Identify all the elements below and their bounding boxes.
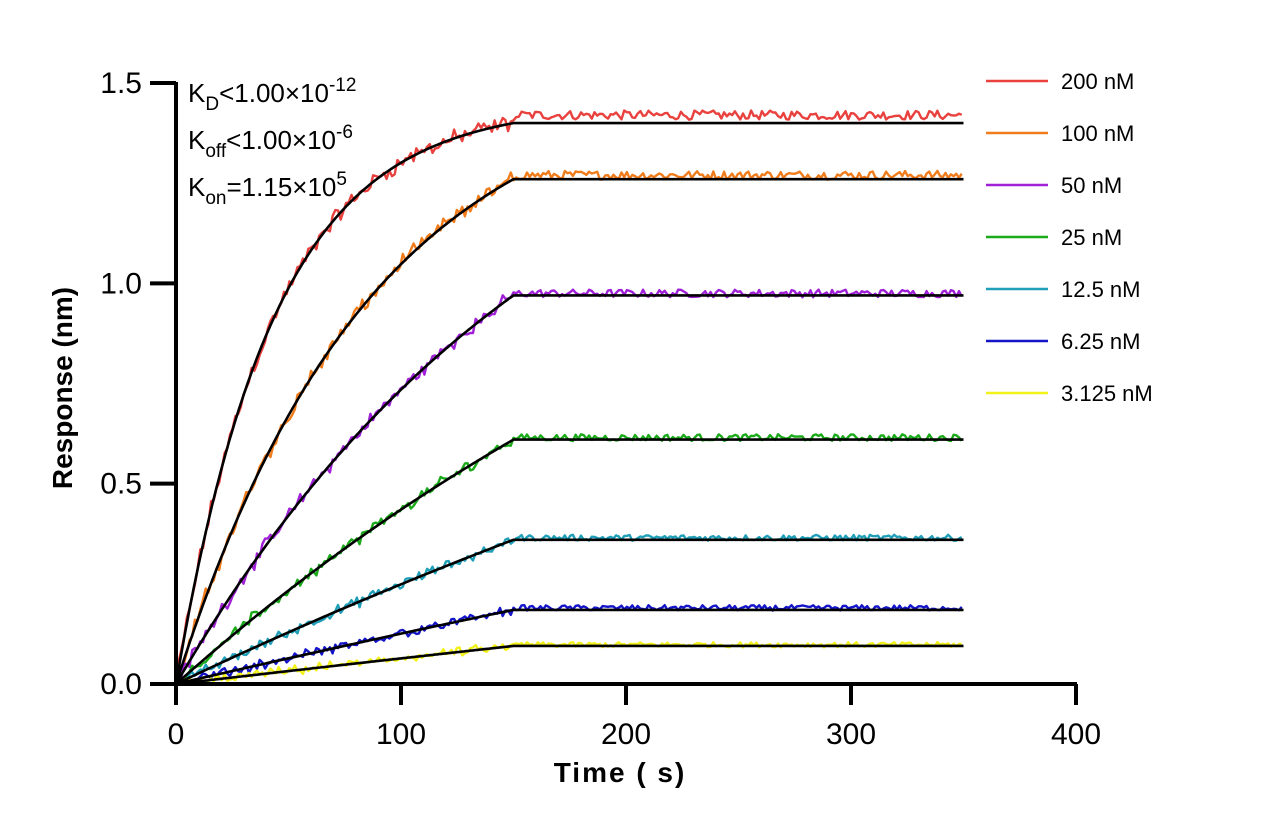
legend-label-1: 200 nM — [1061, 69, 1134, 94]
y-axis-label: Response (nm) — [47, 287, 78, 489]
x-tick-label-100: 100 — [376, 718, 426, 751]
legend-label-4: 25 nM — [1061, 225, 1122, 250]
kinetic-constants: KD<1.00×10-12 Koff<1.00×10-6 Kon=1.15×105 — [188, 75, 356, 209]
y-tick-label-0.0: 0.0 — [100, 668, 142, 701]
x-tick-label-200: 200 — [601, 718, 651, 751]
fit-line-1 — [174, 121, 964, 685]
y-tick-label-0.5: 0.5 — [100, 468, 142, 501]
y-tick-label-1.5: 1.5 — [100, 67, 142, 100]
fit-line-2 — [174, 177, 964, 685]
fit-line-4 — [175, 438, 964, 685]
x-tick-label-400: 400 — [1051, 718, 1101, 751]
series-line-3 — [176, 288, 963, 686]
x-tick-label-0: 0 — [168, 718, 185, 751]
ticks: 0 100 200 300 400 0.0 0.5 1.0 1.5 — [100, 67, 1101, 751]
fit-line-5 — [175, 538, 964, 686]
fit-line-3 — [174, 294, 964, 685]
x-tick-label-300: 300 — [826, 718, 876, 751]
series-line-7 — [175, 641, 962, 686]
series-line-6 — [175, 604, 963, 686]
legend-label-6: 6.25 nM — [1061, 329, 1141, 354]
kinetic-constant-2: Koff<1.00×10-6 — [188, 122, 353, 162]
y-tick-label-1.0: 1.0 — [100, 267, 142, 300]
fit-line-6 — [175, 608, 964, 686]
fit-layer — [174, 121, 964, 686]
kinetic-constant-1: KD<1.00×10-12 — [188, 75, 356, 115]
kinetic-constant-3: Kon=1.15×105 — [188, 169, 347, 209]
legend: 200 nM 100 nM 50 nM 25 nM 12.5 nM 6.25 nM 3.12… — [986, 69, 1153, 406]
legend-label-3: 50 nM — [1061, 173, 1122, 198]
x-axis-label: Time ( s) — [554, 757, 687, 788]
fit-line-7 — [175, 644, 964, 686]
legend-label-7: 3.125 nM — [1061, 381, 1153, 406]
legend-label-5: 12.5 nM — [1061, 277, 1141, 302]
legend-label-2: 100 nM — [1061, 121, 1134, 146]
